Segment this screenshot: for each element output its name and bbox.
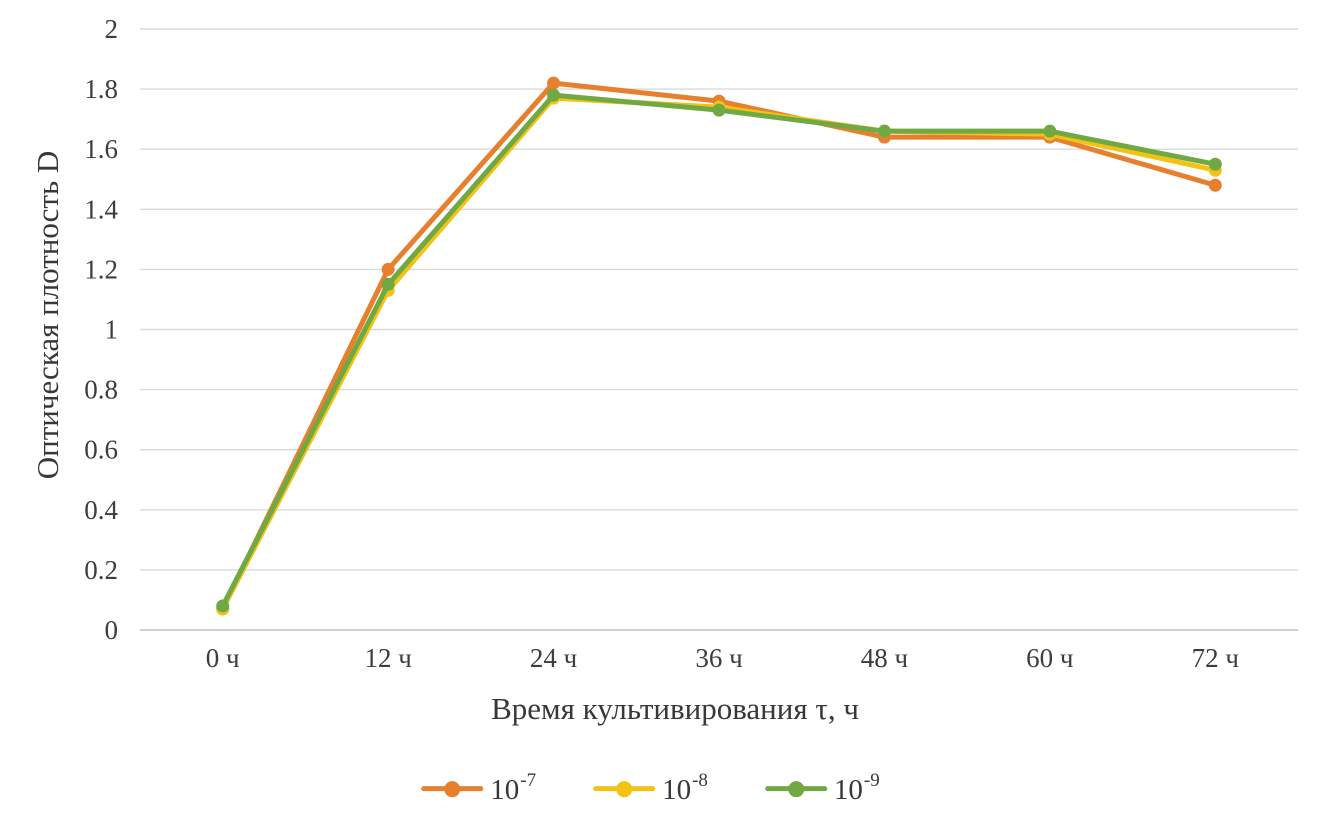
legend-dot-icon [616, 781, 633, 797]
data-point-10^-9 [216, 599, 230, 613]
data-point-10^-9 [381, 277, 395, 291]
y-tick-label: 1 [105, 315, 119, 345]
x-tick-label: 24 ч [530, 643, 577, 673]
legend-line-marker-icon [764, 781, 827, 797]
x-tick-label: 48 ч [861, 643, 908, 673]
legend: 10-7 10-8 10-9 [421, 770, 880, 806]
x-axis-title: Время культивирования τ, ч [491, 691, 859, 726]
y-axis-title: Оптическая плотность D [30, 150, 65, 480]
legend-item-10^-9: 10-9 [764, 770, 880, 806]
legend-dot-icon [444, 781, 461, 797]
data-point-10^-7 [381, 262, 395, 276]
series-line-10^-9 [220, 92, 1218, 609]
x-tick-label: 72 ч [1192, 643, 1239, 673]
data-point-10^-9 [712, 103, 726, 117]
series-line-10^-8 [220, 95, 1218, 612]
y-tick-label: 1.2 [84, 254, 118, 284]
legend-label: 10-9 [833, 770, 880, 806]
legend-line-marker-icon [593, 781, 656, 797]
x-tick-label: 0 ч [206, 643, 240, 673]
y-tick-label: 0.8 [84, 375, 118, 405]
y-tick-label: 0.2 [84, 555, 118, 585]
legend-label: 10-8 [662, 770, 708, 806]
data-point-10^-9 [877, 124, 891, 138]
data-point-10^-9 [1043, 124, 1057, 138]
y-tick-label: 1.8 [84, 74, 118, 104]
legend-item-10^-8: 10-8 [593, 770, 708, 806]
x-tick-label: 12 ч [364, 643, 411, 673]
y-tick-label: 0.6 [84, 435, 118, 465]
x-tick-label: 36 ч [695, 643, 742, 673]
data-point-10^-7 [547, 76, 561, 90]
data-point-10^-9 [1208, 157, 1222, 171]
data-point-10^-7 [1208, 178, 1222, 192]
series-line-10^-7 [220, 80, 1218, 612]
x-tick-label: 60 ч [1026, 643, 1073, 673]
legend-dot-icon [787, 781, 804, 797]
y-tick-label: 0 [105, 615, 119, 645]
y-tick-label: 1.4 [84, 194, 118, 224]
legend-line-marker-icon [421, 781, 484, 797]
y-tick-label: 1.6 [84, 134, 118, 164]
y-tick-label: 2 [105, 14, 119, 44]
y-tick-label: 0.4 [84, 495, 118, 525]
data-point-10^-9 [547, 88, 561, 102]
legend-item-10^-7: 10-7 [421, 770, 537, 806]
legend-label: 10-7 [490, 770, 537, 806]
